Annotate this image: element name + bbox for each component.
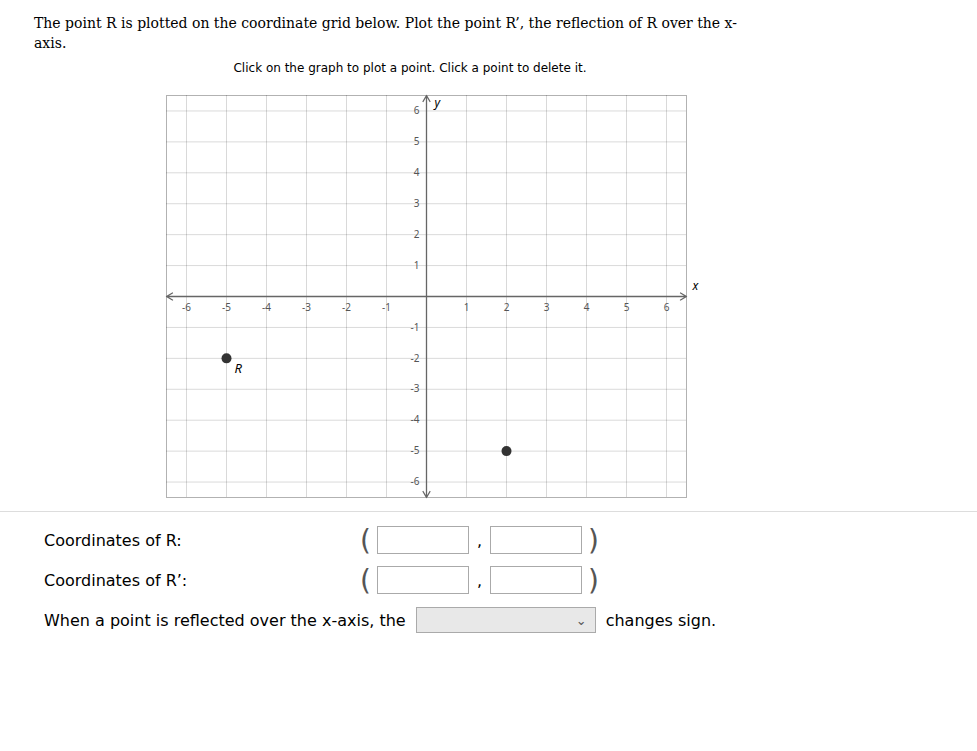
- svg-text:3: 3: [414, 196, 420, 210]
- svg-text:-6: -6: [182, 300, 191, 314]
- svg-text:1: 1: [464, 300, 470, 314]
- svg-text:-4: -4: [411, 413, 420, 427]
- svg-text:6: 6: [664, 300, 670, 314]
- svg-text:x: x: [692, 278, 700, 295]
- html-text:changes sign.: changes sign.: [605, 610, 717, 630]
- svg-text:5: 5: [624, 300, 630, 314]
- html-text:Click on the graph to plot a p: Click on the graph to plot a point. Clic…: [233, 61, 587, 76]
- svg-text:R: R: [235, 359, 243, 377]
- html-text:Coordinates of R:: Coordinates of R:: [44, 530, 182, 550]
- svg-text:-1: -1: [382, 300, 391, 314]
- svg-text:4: 4: [414, 165, 420, 179]
- svg-text:-1: -1: [411, 320, 420, 334]
- svg-text:-5: -5: [411, 444, 420, 458]
- svg-text:6: 6: [414, 103, 420, 117]
- svg-text:-5: -5: [222, 300, 231, 314]
- html-text:Coordinates of R’:: Coordinates of R’:: [44, 570, 188, 590]
- svg-text:y: y: [433, 95, 442, 112]
- svg-text:2: 2: [414, 227, 420, 241]
- html-text:When a point is reflected over: When a point is reflected over the x-axi…: [44, 610, 406, 630]
- svg-text:5: 5: [414, 134, 420, 148]
- svg-text:2: 2: [504, 300, 510, 314]
- svg-text:4: 4: [584, 300, 590, 314]
- svg-text:-4: -4: [262, 300, 271, 314]
- svg-text:-2: -2: [411, 351, 420, 365]
- svg-text:1: 1: [414, 258, 420, 272]
- svg-text:3: 3: [544, 300, 550, 314]
- html-text:The point R is plotted on the: The point R is plotted on the coordinate…: [34, 15, 737, 51]
- svg-text:-3: -3: [302, 300, 311, 314]
- svg-text:-3: -3: [411, 382, 420, 396]
- svg-text:-6: -6: [411, 474, 420, 488]
- svg-text:-2: -2: [342, 300, 351, 314]
